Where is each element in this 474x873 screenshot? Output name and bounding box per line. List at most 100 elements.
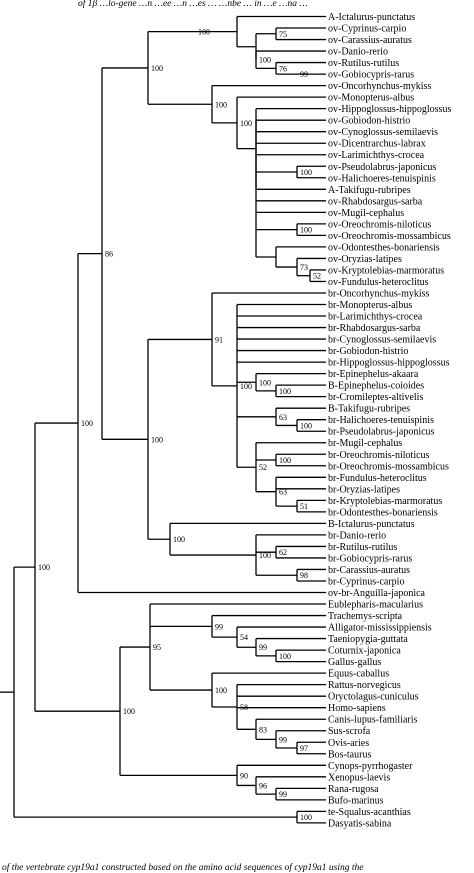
taxon-label: Taeniopygia-guttata: [328, 634, 408, 645]
support-value: 100: [279, 652, 291, 661]
taxon-label: Rattus-norvegicus: [328, 680, 401, 691]
support-value: 100: [151, 435, 163, 444]
taxon-label: B-Takifugu-rubripes: [328, 404, 410, 415]
taxon-label: Canis-lupus-familiaris: [328, 715, 418, 726]
taxon-label: ov-Rutilus-rutilus: [328, 58, 399, 69]
taxon-label: ov-Kryptolebias-marmoratus: [328, 265, 444, 276]
taxon-label: ov-Gobiocypris-rarus: [328, 70, 414, 81]
taxon-label: br-Cynoglossus-semilaevis: [328, 335, 436, 346]
support-value: 86: [105, 250, 113, 259]
taxon-label: Bos-taurus: [328, 749, 371, 760]
taxon-label: br-Oncorhynchus-mykiss: [328, 288, 430, 299]
support-value: 58: [240, 703, 248, 712]
taxon-label: ov-Cynoglossus-semilaevis: [328, 127, 438, 138]
support-value: 99: [215, 622, 223, 631]
taxon-label: ov-Gobiodon-histrio: [328, 116, 410, 127]
support-value: 91: [215, 335, 223, 344]
taxon-label: ov-Carassius-auratus: [328, 35, 412, 46]
taxon-label: ov-Odontesthes-bonariensis: [328, 242, 440, 253]
taxon-label: br-Carassius-auratus: [328, 565, 410, 576]
support-value: 73: [300, 263, 308, 272]
taxon-label: br-Oryzias-latipes: [328, 484, 400, 495]
taxon-label: ov-br-Anguilla-japonica: [328, 588, 426, 599]
taxon-label: ov-Monopterus-albus: [328, 93, 414, 104]
taxon-label: ov-Halichoeres-tenuispinis: [328, 173, 436, 184]
taxon-label: Dasyatis-sabina: [328, 818, 392, 829]
support-value: 63: [279, 488, 287, 497]
taxon-label: ov-Oreochromis-niloticus: [328, 219, 431, 230]
support-value: 97: [300, 744, 308, 753]
taxon-label: Equus-caballus: [328, 669, 389, 680]
taxon-label: br-Cyprinus-carpio: [328, 576, 404, 587]
taxon-label: br-Halichoeres-tenuispinis: [328, 415, 434, 426]
taxon-label: br-Rhabdosargus-sarba: [328, 323, 421, 334]
taxon-label: br-Gobiocypris-rarus: [328, 553, 412, 564]
support-value: 52: [313, 272, 321, 281]
taxon-label: br-Larimichthys-crocea: [328, 312, 423, 323]
taxon-label: Sus-scrofa: [328, 726, 371, 737]
support-value: 51: [300, 502, 308, 511]
support-value: 100: [198, 28, 210, 37]
support-value: 100: [259, 56, 271, 65]
taxon-label: Rana-rugosa: [328, 784, 379, 795]
support-value: 100: [151, 64, 163, 73]
taxon-label: ov-Hippoglossus-hippoglossus: [328, 104, 451, 115]
taxon-label: ov-Oryzias-latipes: [328, 254, 402, 265]
support-value: 99: [259, 643, 267, 652]
support-value: 100: [215, 686, 227, 695]
taxon-label: br-Mugil-cephalus: [328, 438, 402, 449]
taxon-label: br-Monopterus-albus: [328, 300, 412, 311]
taxon-label: A-Takifugu-rubripes: [328, 185, 411, 196]
support-value: 100: [81, 419, 93, 428]
taxon-label: ov-Pseudolabrus-japonicus: [328, 162, 436, 173]
taxon-label: br-Kryptolebias-marmoratus: [328, 496, 442, 507]
support-value: 99: [300, 70, 308, 79]
support-value: 100: [300, 226, 312, 235]
taxon-label: Coturnix-japonica: [328, 646, 401, 657]
taxon-label: br-Rutilus-rutilus: [328, 542, 397, 553]
taxon-label: ov-Cyprinus-carpio: [328, 24, 406, 35]
support-value: 75: [279, 30, 287, 39]
taxon-label: te-Squalus-acanthias: [328, 807, 411, 818]
taxon-labels: A-Ictalurus-punctatusov-Cyprinus-carpioo…: [328, 12, 451, 829]
taxon-label: br-Gobiodon-histrio: [328, 346, 408, 357]
support-value: 99: [279, 790, 287, 799]
taxon-label: br-Hippoglossus-hippoglossus: [328, 358, 450, 369]
taxon-label: ov-Oreochromis-mossambicus: [328, 231, 451, 242]
taxon-label: br-Oreochromis-mossambicus: [328, 461, 449, 472]
taxon-label: ov-Oncorhynchus-mykiss: [328, 81, 431, 92]
taxon-label: B-Ictalurus-punctatus: [328, 519, 415, 530]
taxon-label: A-Ictalurus-punctatus: [328, 12, 415, 23]
support-value: 100: [240, 382, 252, 391]
taxon-label: br-Epinephelus-akaara: [328, 369, 419, 380]
support-value: 100: [173, 535, 185, 544]
support-value: 99: [279, 735, 287, 744]
support-value: 96: [259, 781, 267, 790]
taxon-label: Xenopus-laevis: [328, 772, 390, 783]
support-values: 75 99 76 100 100 100 100 52 73 100 100 100 100 100 100…: [38, 28, 321, 823]
taxon-label: B-Epinephelus-coioides: [328, 381, 424, 392]
support-value: 100: [300, 813, 312, 822]
taxon-label: ov-Rhabdosargus-sarba: [328, 196, 423, 207]
taxon-label: br-Pseudolabrus-japonicus: [328, 427, 435, 438]
figure-caption-top: of 1β …lo-gene …n …ee …n …es … …nbe … in…: [78, 0, 308, 9]
taxon-label: br-Odontesthes-bonariensis: [328, 507, 438, 518]
taxon-label: ov-Larimichthys-crocea: [328, 150, 425, 161]
support-value: 100: [300, 168, 312, 177]
figure-caption-bottom: of the vertebrate cyp19a1 constructed ba…: [2, 862, 363, 873]
taxon-label: Eublepharis-macularius: [328, 600, 423, 611]
taxon-label: Trachemys-scripta: [328, 611, 403, 622]
support-value: 63: [279, 413, 287, 422]
support-value: 100: [240, 119, 252, 128]
taxon-label: ov-Fundulus-heteroclitus: [328, 277, 429, 288]
taxon-label: br-Danio-rerio: [328, 530, 386, 541]
taxon-label: Bufo-marinus: [328, 795, 384, 806]
taxon-label: ov-Mugil-cephalus: [328, 208, 404, 219]
support-value: 100: [215, 100, 227, 109]
support-value: 100: [300, 421, 312, 430]
support-value: 100: [123, 707, 135, 716]
taxon-label: br-Cromileptes-altivelis: [328, 392, 423, 403]
support-value: 90: [240, 771, 248, 780]
support-value: 62: [279, 548, 287, 557]
